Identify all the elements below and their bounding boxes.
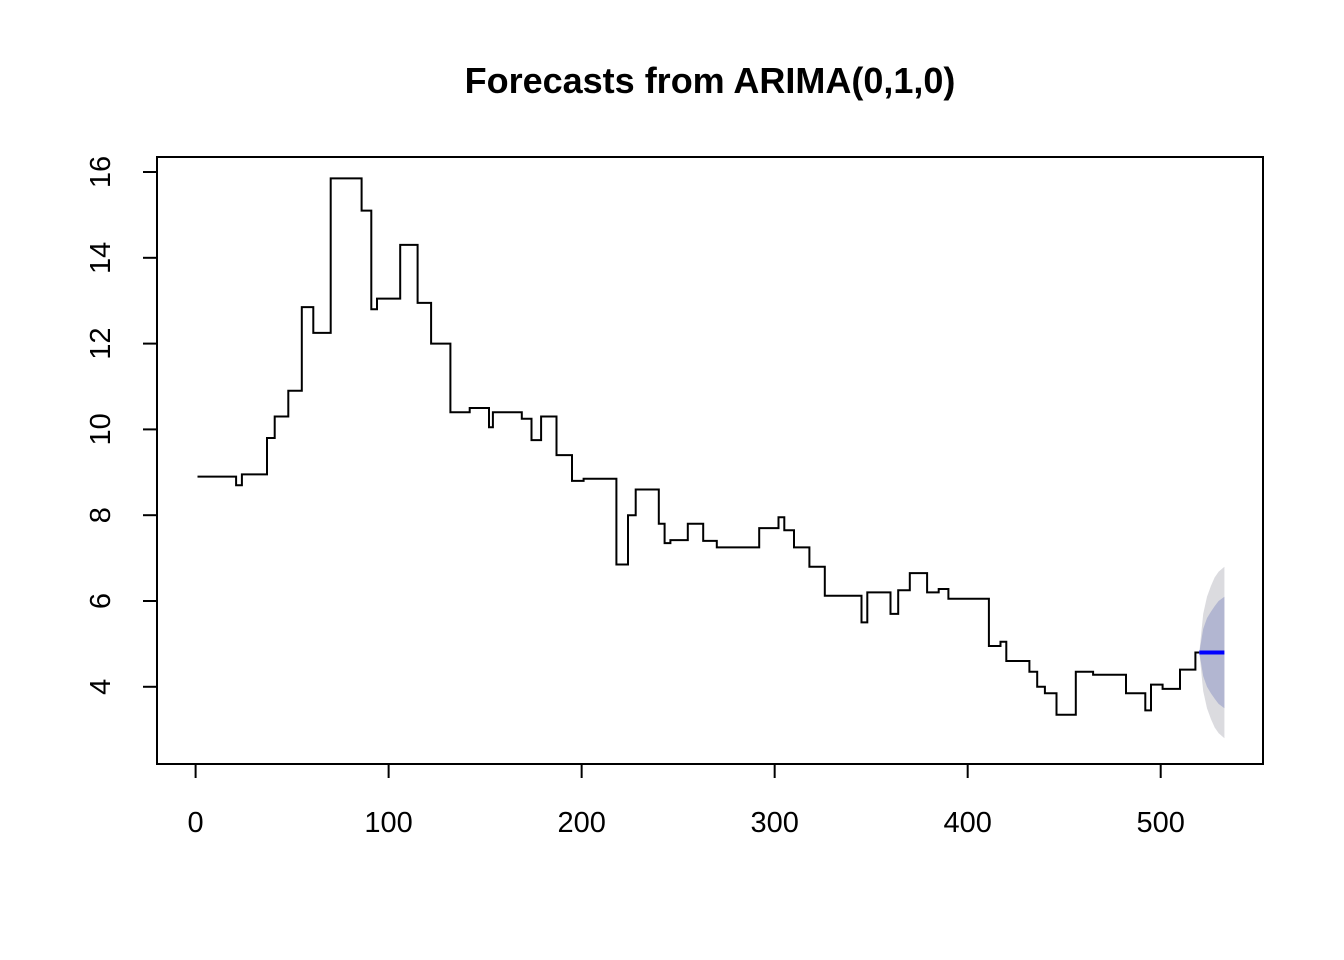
y-tick-label: 8: [85, 507, 117, 523]
y-tick-label: 4: [85, 679, 117, 695]
y-tick-label: 14: [85, 242, 117, 274]
x-tick-label: 400: [943, 807, 991, 839]
x-tick-label: 300: [750, 807, 798, 839]
x-tick-label: 0: [188, 807, 204, 839]
x-axis: 0 100 200 300 400 500: [188, 763, 1185, 839]
series-layer: [197, 177, 1225, 716]
x-tick-label: 100: [364, 807, 412, 839]
y-tick-label: 10: [85, 413, 117, 445]
y-tick-label: 12: [85, 327, 117, 359]
y-axis: 4 6 8 10 12 14 16: [85, 156, 158, 695]
chart-title: Forecasts from ARIMA(0,1,0): [465, 60, 956, 101]
observed-series-line: [197, 177, 1200, 716]
y-tick-label: 16: [85, 156, 117, 188]
y-tick-label: 6: [85, 593, 117, 609]
x-tick-label: 200: [557, 807, 605, 839]
x-tick-label: 500: [1137, 807, 1185, 839]
plot-frame: [156, 156, 1264, 765]
